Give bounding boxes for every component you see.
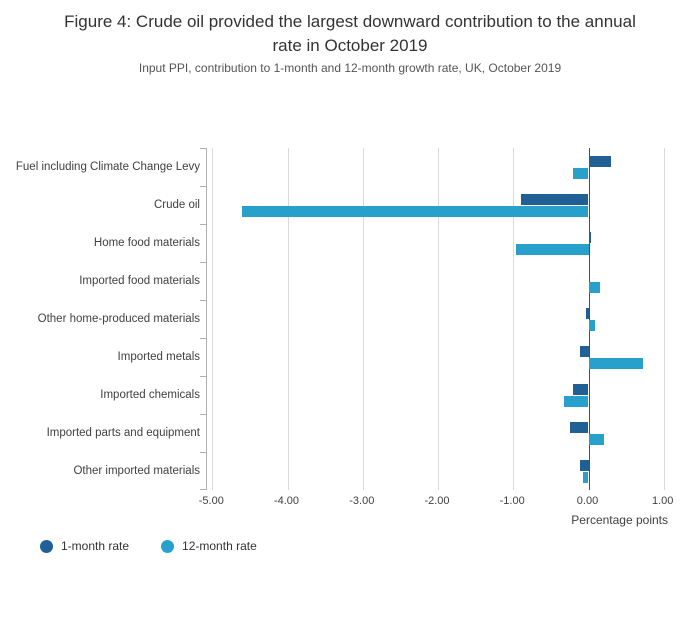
legend: 1-month rate 12-month rate (40, 539, 257, 553)
legend-dot-1-month-rate (40, 539, 53, 553)
axis-tick (200, 414, 206, 415)
bar-12-month-rate (588, 281, 600, 293)
axis-tick (200, 148, 206, 149)
axis-tick (200, 262, 206, 263)
x-tick-label: -3.00 (349, 495, 375, 507)
x-tick-label: 0.00 (576, 495, 599, 507)
category-label: Imported parts and equipment (46, 427, 200, 439)
plot-area (200, 148, 668, 490)
gridline (212, 148, 214, 490)
x-tick-label: -1.00 (499, 495, 525, 507)
axis-tick (200, 376, 206, 377)
bar-12-month-rate (583, 471, 589, 483)
x-tick-label: 1.00 (651, 495, 674, 507)
category-label: Home food materials (93, 237, 200, 249)
x-tick-label: -5.00 (198, 495, 224, 507)
bar-12-month-rate (588, 433, 604, 445)
gridline (438, 148, 439, 490)
axis-tick (200, 186, 206, 187)
gridline (663, 148, 665, 490)
axis-tick (200, 338, 206, 339)
category-label: Fuel including Climate Change Levy (15, 161, 200, 173)
bar-1-month-rate (585, 307, 589, 319)
bar-12-month-rate (515, 243, 589, 255)
legend-item-1-month-rate: 1-month rate (40, 539, 129, 553)
bar-12-month-rate (588, 357, 643, 369)
x-tick-label: -2.00 (424, 495, 450, 507)
bar-1-month-rate (570, 421, 589, 433)
x-axis-label: Percentage points (571, 513, 668, 527)
bar-1-month-rate (520, 193, 589, 205)
zero-line (588, 148, 590, 490)
bar-1-month-rate (588, 155, 612, 167)
x-tick-label: -4.00 (273, 495, 300, 507)
bar-1-month-rate (573, 383, 589, 395)
axis-tick (200, 300, 206, 301)
bar-1-month-rate (579, 345, 589, 357)
category-label: Imported chemicals (100, 389, 200, 401)
category-label: Other home-produced materials (37, 313, 200, 325)
bar-1-month-rate (588, 231, 591, 243)
gridline (362, 148, 364, 490)
bar-12-month-rate (563, 395, 589, 407)
category-label: Imported food materials (79, 275, 200, 287)
axis-tick (200, 452, 206, 453)
axis-tick (200, 224, 206, 225)
category-axis-labels: Fuel including Climate Change Levy Crude … (0, 148, 200, 490)
chart-title: Figure 4: Crude oil provided the largest… (64, 12, 636, 55)
category-label: Other imported materials (73, 465, 200, 477)
gridline (513, 148, 515, 490)
legend-dot-12-month-rate (161, 539, 175, 553)
axis-tick (200, 489, 206, 490)
gridline (287, 148, 289, 490)
legend-label-1-month-rate: 1-month rate (61, 539, 130, 553)
legend-item-12-month-rate: 12-month rate (161, 539, 257, 553)
chart-subtitle: Input PPI, contribution to 1-month and 1… (138, 61, 562, 75)
bar-12-month-rate (573, 167, 589, 179)
category-label: Crude oil (153, 199, 200, 211)
bar-12-month-rate (242, 205, 589, 217)
category-label: Imported metals (117, 351, 200, 363)
bar-12-month-rate (588, 319, 595, 331)
legend-label-12-month-rate: 12-month rate (182, 539, 257, 553)
bar-1-month-rate (579, 459, 589, 471)
